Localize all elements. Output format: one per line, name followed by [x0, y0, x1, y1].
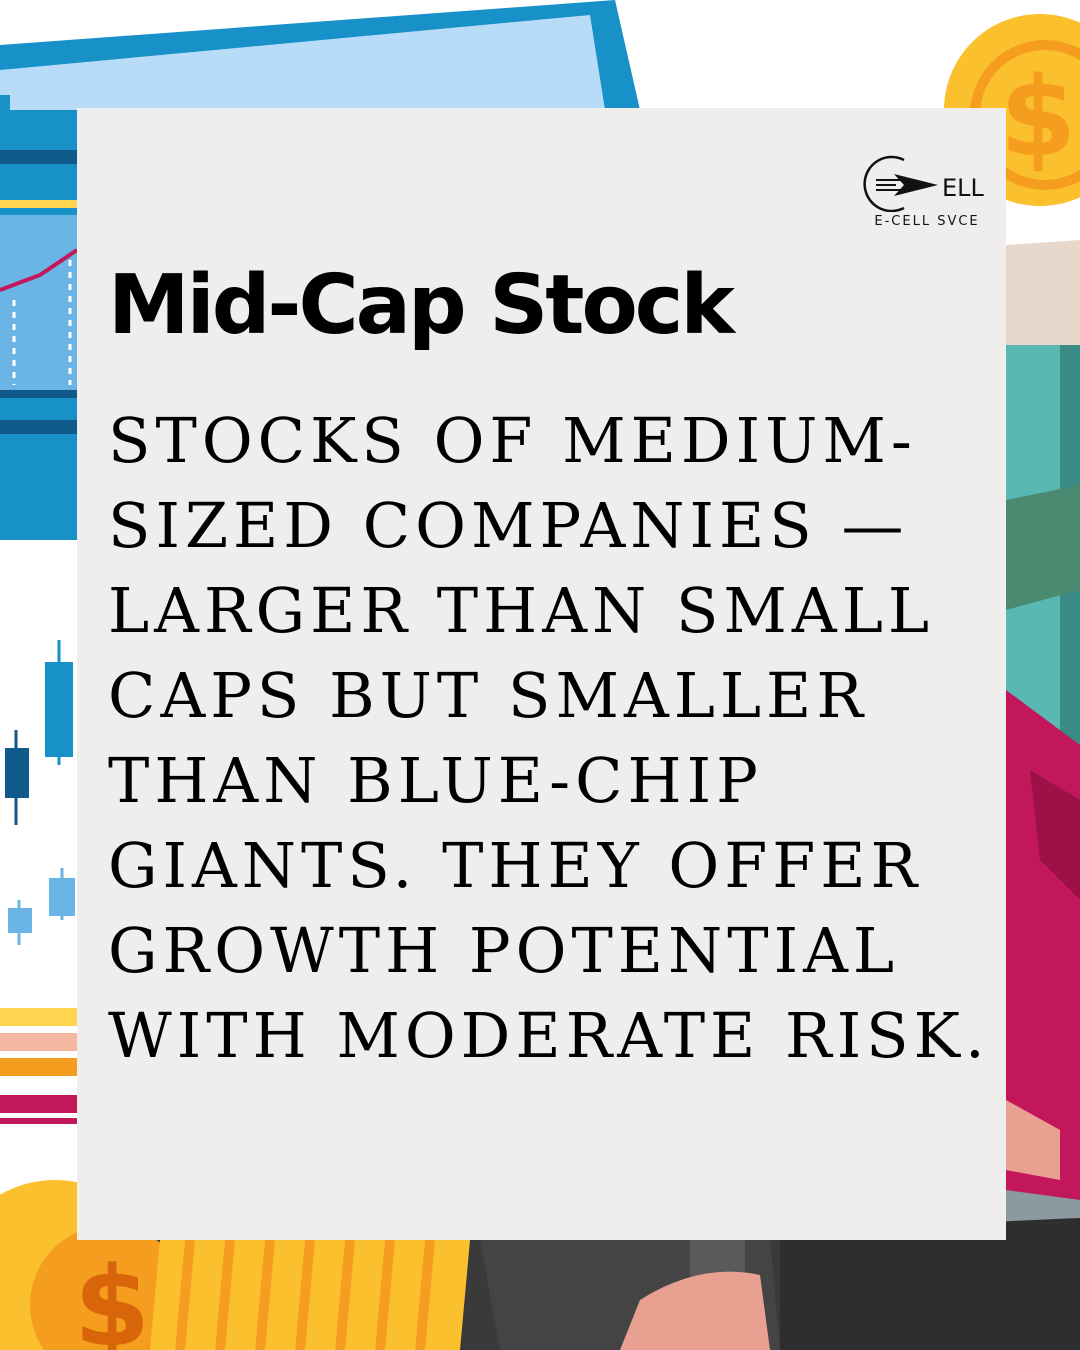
- svg-text:$: $: [1000, 53, 1077, 181]
- stripes-illustration: [0, 1008, 77, 1124]
- definition-text: STOCKS OF MEDIUM- SIZED COMPANIES — LARG…: [108, 404, 990, 1072]
- person-illustration: [1006, 240, 1080, 1240]
- bottom-illustration: $: [0, 1180, 1080, 1350]
- svg-text:$: $: [74, 1243, 151, 1350]
- logo-mark-text: ELL: [942, 174, 985, 202]
- ecell-logo-icon: ELL: [863, 155, 985, 212]
- ecell-logo: ELL E-CELL SVCE: [862, 152, 992, 242]
- page-title: Mid-Cap Stock: [108, 258, 735, 353]
- candlestick-illustration: [5, 640, 75, 945]
- content-card: ELL E-CELL SVCE Mid-Cap Stock STOCKS OF …: [77, 108, 1006, 1240]
- logo-subtitle: E-CELL SVCE: [874, 214, 980, 229]
- monitor-illustration: [0, 0, 640, 540]
